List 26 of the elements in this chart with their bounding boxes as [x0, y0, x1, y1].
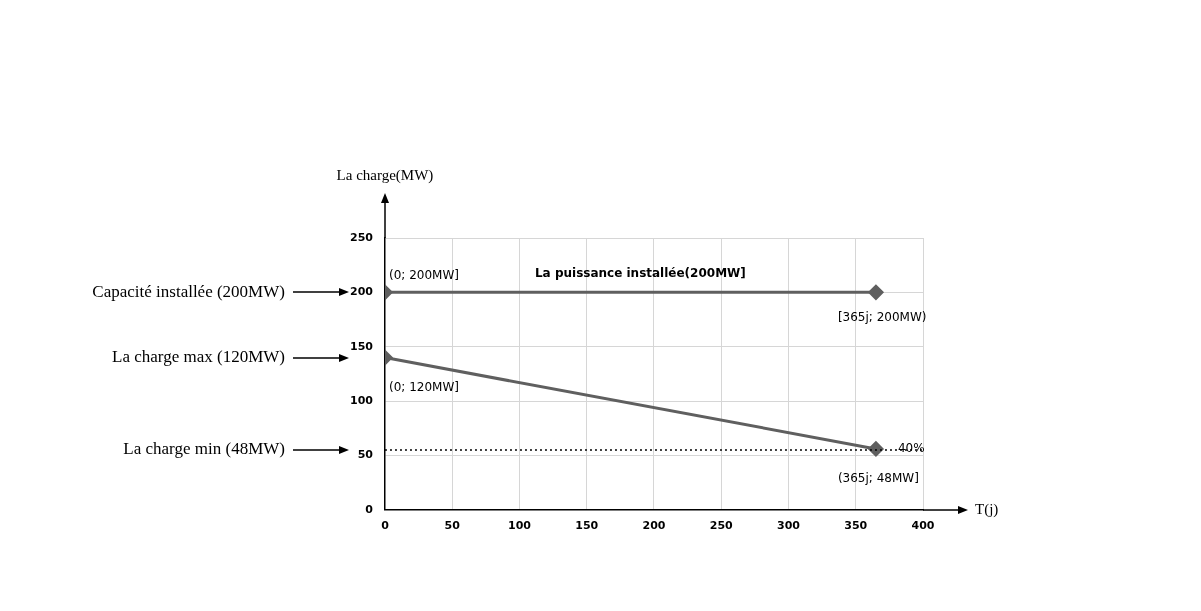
x-tick-label: 300 — [777, 519, 801, 533]
y-tick-label: 50 — [357, 448, 374, 462]
y-tick-label: 0 — [365, 502, 374, 516]
text: Capacité installée (200MW) — [92, 281, 285, 301]
annotation: 40% — [897, 441, 925, 456]
annotation: (0; 200MW] — [388, 268, 459, 283]
y-tick-label: 200 — [349, 285, 374, 299]
y-tick-label: 250 — [349, 230, 374, 244]
x-tick-label: 400 — [911, 519, 935, 533]
x-tick-label: 100 — [507, 519, 532, 533]
y-tick-label: 100 — [349, 393, 374, 407]
x-axis-title: T(j) — [975, 500, 999, 518]
x-tick-label: 350 — [844, 519, 868, 533]
annotation: (365j; 48MW] — [837, 471, 919, 486]
x-tick-label: 250 — [709, 519, 734, 533]
y-axis-title: La charge(MW) — [336, 166, 434, 184]
y-tick-label: 150 — [349, 339, 374, 353]
annotation: La puissance installée(200MW] — [534, 266, 746, 281]
x-tick-label: 200 — [642, 519, 666, 533]
x-tick-label: 150 — [575, 519, 599, 533]
text: La charge max (120MW) — [112, 347, 285, 367]
x-tick-label: 50 — [444, 519, 461, 533]
text: La charge min (48MW) — [123, 439, 285, 459]
annotation: (0; 120MW] — [388, 379, 459, 394]
x-tick-label: 0 — [381, 519, 390, 533]
annotation: [365j; 200MW) — [837, 310, 927, 325]
